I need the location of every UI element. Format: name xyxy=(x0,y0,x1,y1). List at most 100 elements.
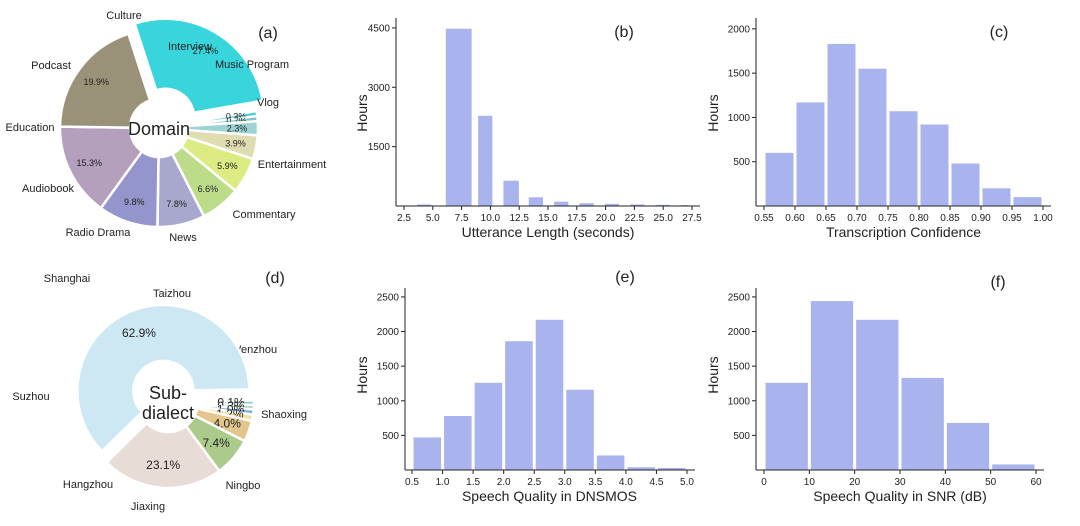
histogram-bar xyxy=(579,203,594,206)
histogram-bar xyxy=(627,467,655,470)
histogram-bar xyxy=(413,437,442,470)
bar-chart-5: 0.5 1.0 1.5 2.0 2.5 3.0 3.5 4.0 4.5 5.0 500 1000 150… xyxy=(354,269,695,504)
x-tick-label: 25.0 xyxy=(653,213,673,224)
slice-value-label: 0.3% xyxy=(226,112,247,122)
slice-category-label: Ningbo xyxy=(226,480,261,492)
histogram-bar xyxy=(901,377,944,470)
histogram-bar xyxy=(951,163,980,206)
x-axis-label: Transcription Confidence xyxy=(826,224,981,240)
y-tick-label: 1000 xyxy=(377,396,400,407)
x-tick-label: 20 xyxy=(849,477,861,488)
y-axis-label: Hours xyxy=(354,94,370,131)
slice-category-label: Shaoxing xyxy=(261,409,307,421)
x-tick-label: 0.85 xyxy=(940,213,960,224)
slice-category-label: Culture xyxy=(106,10,141,22)
x-tick-label: 4.5 xyxy=(649,477,663,488)
slice-value-label: 5.9% xyxy=(217,161,238,171)
histogram-bar xyxy=(765,152,794,206)
x-axis-label: Speech Quality in DNSMOS xyxy=(462,488,637,504)
y-axis-label: Hours xyxy=(705,94,721,131)
histogram-bar xyxy=(474,382,503,470)
histogram-bar xyxy=(630,204,645,206)
x-tick-label: 0 xyxy=(761,477,767,488)
y-tick-label: 1000 xyxy=(728,113,751,124)
x-tick-label: 50 xyxy=(985,477,997,488)
slice-value-label: 7.8% xyxy=(166,199,187,209)
y-tick-label: 4500 xyxy=(368,23,391,34)
panel-label: (a) xyxy=(258,25,278,42)
x-tick-label: 0.95 xyxy=(1002,213,1022,224)
y-tick-label: 500 xyxy=(733,431,750,442)
slice-category-label: Interview xyxy=(168,41,212,53)
histogram-bar xyxy=(596,455,625,470)
y-axis-label: Hours xyxy=(354,356,370,393)
y-tick-label: 1500 xyxy=(368,142,391,153)
slice-category-label: Commentary xyxy=(233,209,296,221)
histogram-bar xyxy=(505,341,533,470)
slice-value-label: 19.9% xyxy=(83,77,109,87)
histogram-bar xyxy=(1013,197,1042,206)
slice-category-label: Suzhou xyxy=(12,391,49,403)
histogram-bar xyxy=(889,111,918,206)
slice-category-label: News xyxy=(169,232,197,244)
histogram-bar xyxy=(604,203,620,206)
slice-value-label: 7.4% xyxy=(202,436,230,450)
bar-chart-6: 0 10 20 30 40 50 60 500 1000 1500 2000 2500 Speech Q… xyxy=(705,274,1044,504)
slice-category-label: Podcast xyxy=(31,60,71,72)
histogram-bar xyxy=(528,197,544,206)
panel-label: (b) xyxy=(614,24,634,41)
pie-slice-education xyxy=(58,125,144,210)
pie-slice-podcast xyxy=(58,32,152,129)
x-tick-label: 0.70 xyxy=(847,213,867,224)
x-tick-label: 0.65 xyxy=(816,213,836,224)
x-tick-label: 3.0 xyxy=(558,477,572,488)
y-tick-label: 1500 xyxy=(377,362,400,373)
x-axis-label: Utterance Length (seconds) xyxy=(462,224,635,240)
x-tick-label: 2.5 xyxy=(397,213,411,224)
pie-center-label: Sub- xyxy=(149,383,187,403)
x-tick-label: 0.5 xyxy=(405,477,419,488)
histogram-bar xyxy=(982,188,1011,206)
bar-chart-3: 0.55 0.60 0.65 0.70 0.75 0.80 0.85 0.90 0.95 1.00… xyxy=(705,18,1053,240)
slice-value-label: 9.8% xyxy=(124,197,145,207)
histogram-bar xyxy=(655,204,670,206)
x-tick-label: 22.5 xyxy=(625,213,645,224)
histogram-bar xyxy=(920,124,949,206)
y-axis-label: Hours xyxy=(705,356,721,393)
y-tick-label: 500 xyxy=(733,157,750,168)
histogram-bar xyxy=(503,180,519,206)
x-tick-label: 10.0 xyxy=(481,213,501,224)
x-axis-label: Speech Quality in SNR (dB) xyxy=(813,488,987,504)
slice-value-label: 27.4% xyxy=(193,46,219,56)
x-tick-label: 1.0 xyxy=(436,477,450,488)
slice-category-label: Hangzhou xyxy=(63,479,113,491)
pie-chart-1: 27.4% Culture 0.3% Interview 0.7% Music Progr… xyxy=(6,10,327,244)
panel-label: (e) xyxy=(615,269,635,286)
slice-value-label: 15.3% xyxy=(76,158,102,168)
slice-value-label: 0.7% xyxy=(226,116,247,126)
panel-label: (f) xyxy=(990,274,1005,291)
x-tick-label: 17.5 xyxy=(567,213,587,224)
histogram-bar xyxy=(858,68,887,206)
x-tick-label: 0.55 xyxy=(754,213,774,224)
histogram-bar xyxy=(992,464,1035,470)
x-tick-label: 40 xyxy=(940,477,952,488)
pie-center-label: dialect xyxy=(142,403,194,423)
slice-value-label: 2.3% xyxy=(227,123,248,133)
pie-center-label: Domain xyxy=(128,119,190,139)
histogram-bar xyxy=(856,319,899,470)
x-tick-label: 0.75 xyxy=(878,213,898,224)
x-tick-label: 0.80 xyxy=(909,213,929,224)
pie-slice-shanghai xyxy=(76,303,251,454)
panel-label: (d) xyxy=(265,270,285,287)
histogram-bar xyxy=(810,301,854,470)
histogram-bar xyxy=(445,28,472,206)
x-tick-label: 1.5 xyxy=(466,477,480,488)
slice-category-label: Shanghai xyxy=(44,273,91,285)
y-tick-label: 2000 xyxy=(728,327,751,338)
y-tick-label: 3000 xyxy=(368,83,391,94)
histogram-bar xyxy=(946,422,990,470)
x-tick-label: 2.0 xyxy=(497,477,511,488)
histogram-bar xyxy=(796,102,825,206)
